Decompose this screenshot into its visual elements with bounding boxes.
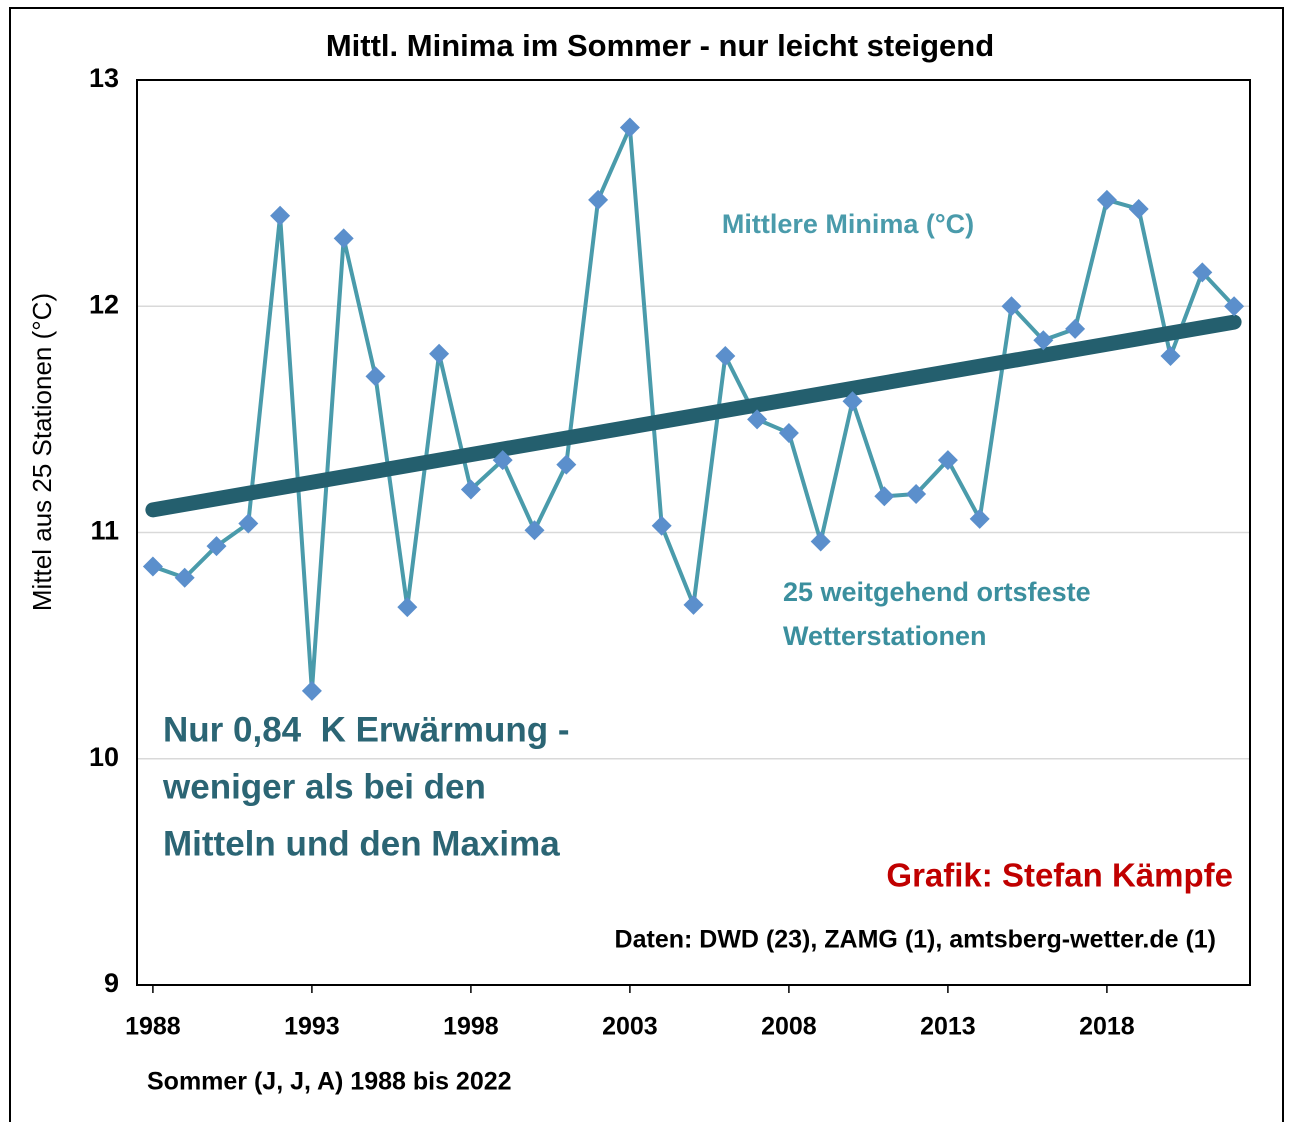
y-tick-label: 12 — [89, 289, 119, 319]
x-tick-label: 1988 — [125, 1013, 181, 1041]
series-label: Mittlere Minima (°C) — [722, 209, 974, 239]
marker — [524, 520, 545, 541]
marker — [1128, 198, 1149, 219]
marker — [174, 567, 195, 588]
annotation: 25 weitgehend ortsfeste — [783, 577, 1091, 607]
x-tick-label: 2003 — [602, 1013, 658, 1041]
y-axis-label: Mittel aus 25 Stationen (°C) — [27, 293, 57, 611]
marker — [1065, 318, 1086, 339]
marker — [460, 479, 481, 500]
marker — [270, 205, 291, 226]
marker — [874, 486, 895, 507]
chart-title: Mittl. Minima im Sommer - nur leicht ste… — [326, 28, 994, 63]
marker — [492, 450, 513, 471]
line — [145, 314, 1242, 518]
marker — [747, 409, 768, 430]
marker — [842, 391, 863, 412]
x-tick-label: 2013 — [920, 1013, 976, 1041]
frame — [9, 7, 1284, 1122]
marker — [1192, 262, 1213, 283]
annotation: weniger als bei den — [162, 767, 486, 806]
marker — [429, 343, 450, 364]
y-tick-label: 9 — [104, 968, 119, 998]
marker — [969, 508, 990, 529]
marker — [333, 228, 354, 249]
marker — [556, 454, 577, 475]
annotation: Grafik: Stefan Kämpfe — [886, 857, 1233, 894]
marker — [1160, 346, 1181, 367]
marker — [906, 484, 927, 505]
annotation: Wetterstationen — [783, 621, 987, 651]
marker — [206, 536, 227, 557]
marker — [619, 117, 640, 138]
y-tick-label: 11 — [90, 516, 119, 546]
annotation: Nur 0,84 K Erwärmung - — [163, 710, 569, 749]
marker — [365, 366, 386, 387]
x-tick-label: 1998 — [443, 1013, 499, 1041]
x-tick-label: 2008 — [761, 1013, 817, 1041]
annotation: Mitteln und den Maxima — [163, 824, 560, 863]
marker — [397, 597, 418, 618]
marker — [301, 680, 322, 701]
x-tick-label: 1993 — [284, 1013, 340, 1041]
marker — [142, 556, 163, 577]
x-tick-label: 2018 — [1079, 1013, 1135, 1041]
marker — [1224, 296, 1245, 317]
marker — [937, 450, 958, 471]
marker — [238, 513, 259, 534]
marker — [1033, 330, 1054, 351]
marker — [810, 531, 831, 552]
marker — [778, 422, 799, 443]
y-tick-label: 10 — [89, 742, 119, 772]
marker — [588, 189, 609, 210]
x-axis-label: Sommer (J, J, A) 1988 bis 2022 — [147, 1068, 512, 1096]
marker — [651, 515, 672, 536]
marker — [1096, 189, 1117, 210]
y-tick-label: 13 — [89, 63, 119, 93]
annotation: Daten: DWD (23), ZAMG (1), amtsberg-wett… — [615, 926, 1216, 954]
marker — [715, 346, 736, 367]
marker — [683, 594, 704, 615]
marker — [1001, 296, 1022, 317]
plot-frame — [136, 79, 1251, 986]
